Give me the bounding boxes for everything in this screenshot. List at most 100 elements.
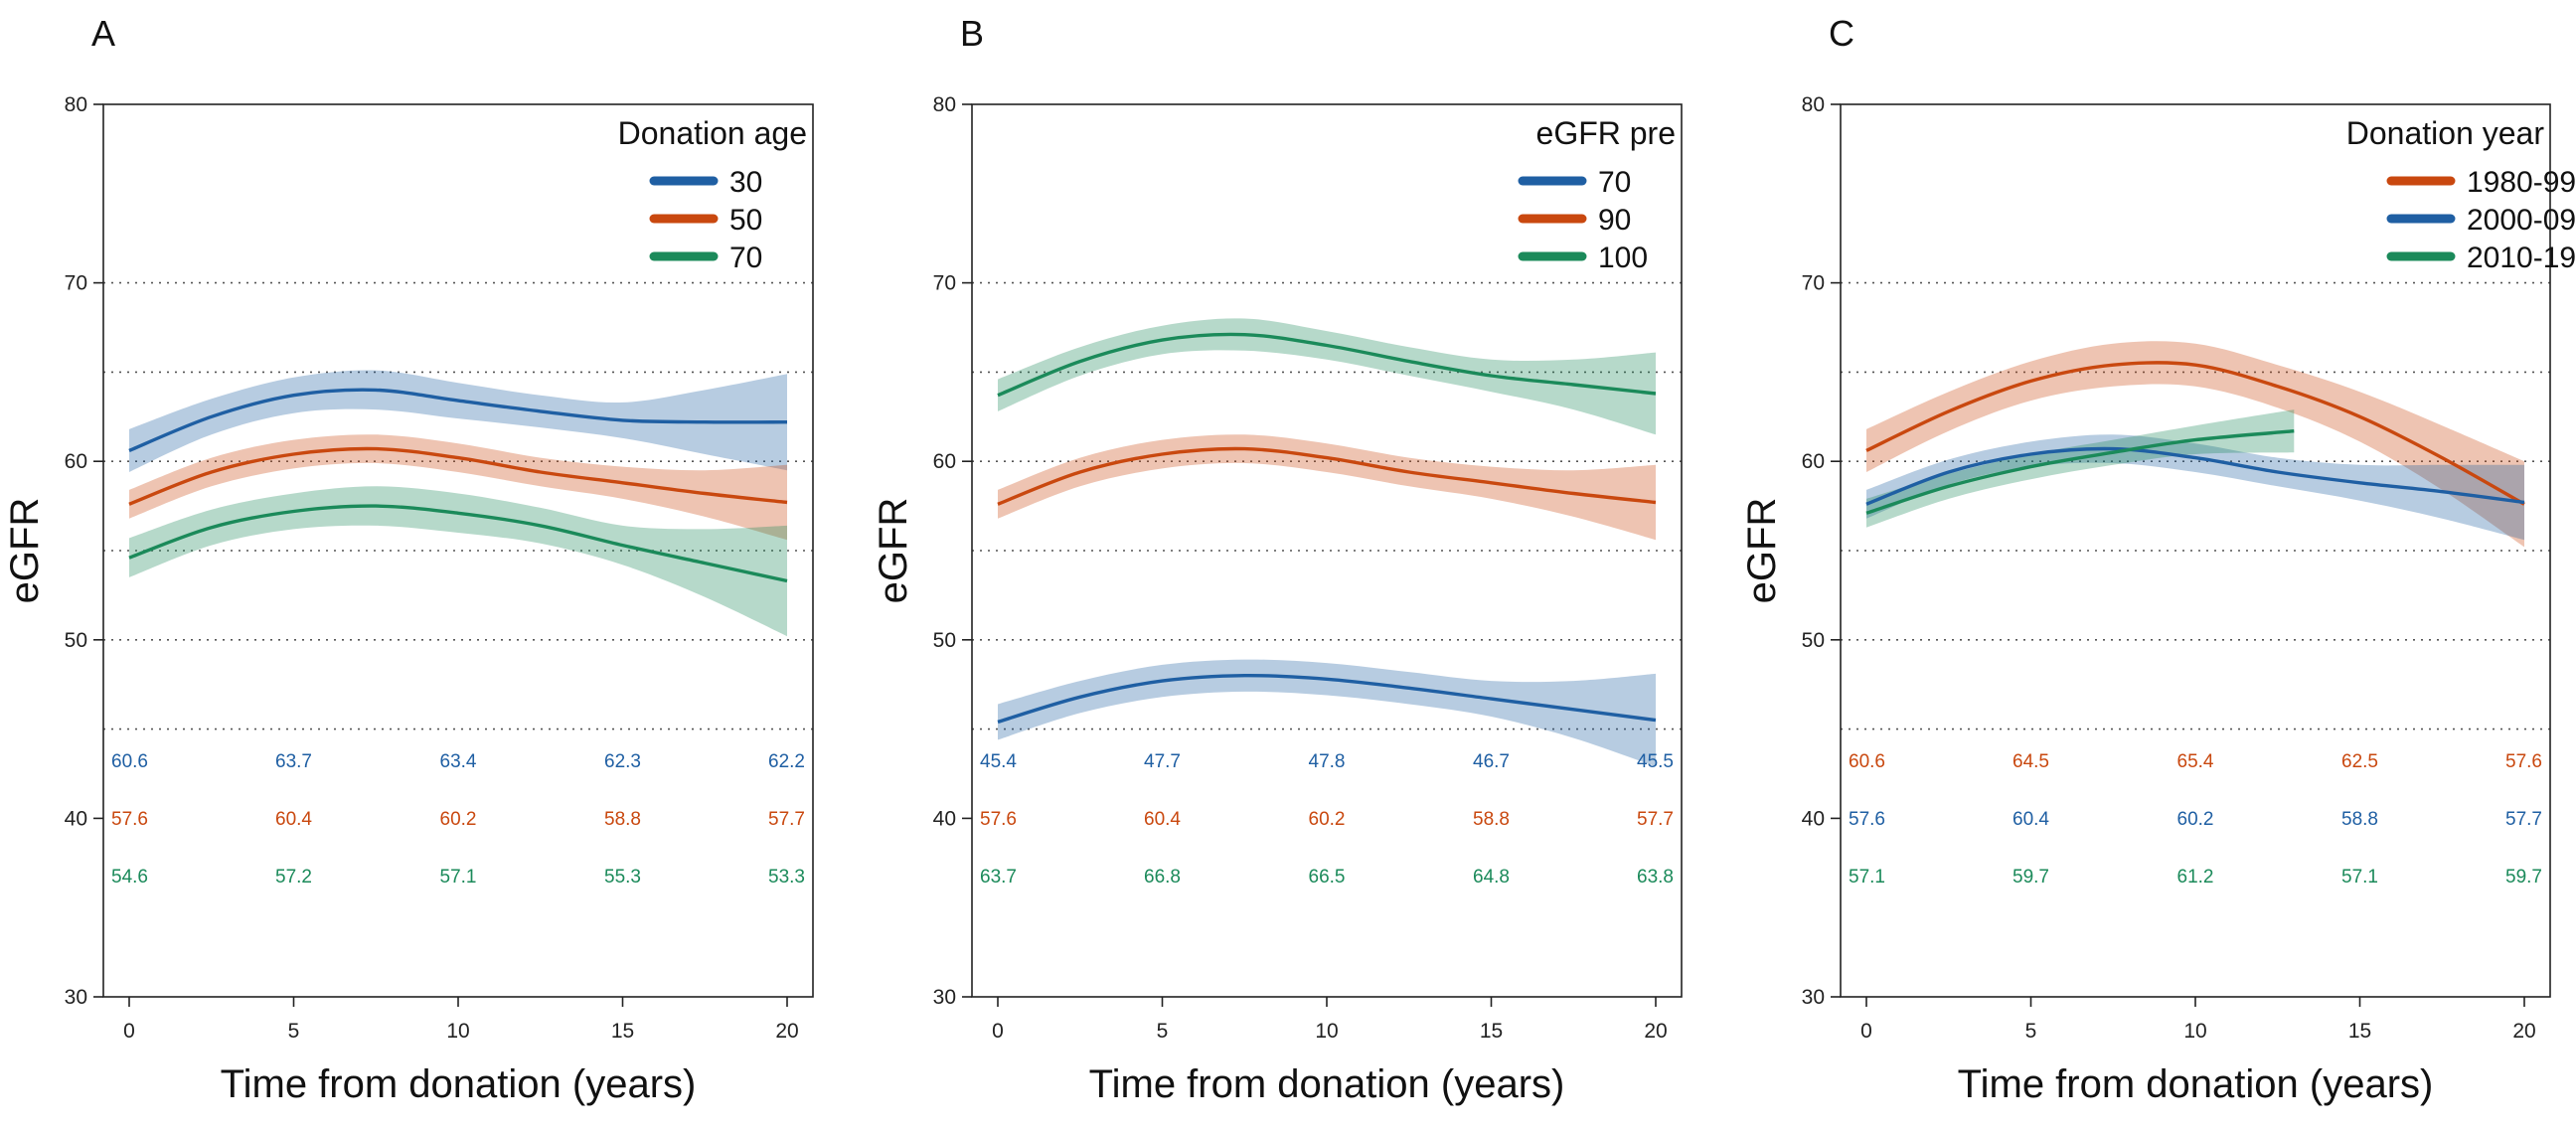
ci-band-100 — [998, 318, 1656, 435]
ci-band-2000-09 — [1866, 434, 2524, 541]
y-tick-label: 50 — [933, 629, 956, 652]
value-label: 60.6 — [1849, 751, 1885, 772]
x-axis-title: Time from donation (years) — [221, 1062, 697, 1106]
x-tick-label: 0 — [123, 1020, 135, 1043]
legend-label: 1980-99 — [2467, 166, 2576, 199]
series-line-70 — [128, 504, 788, 583]
panel-c: C 30 40 50 60 70 80 0 5 10 15 20 Time from donation … — [1740, 13, 2576, 1106]
legend-title: eGFR pre — [1536, 115, 1676, 151]
x-tick-label: 15 — [1480, 1020, 1503, 1043]
legend-label: 70 — [1598, 166, 1631, 199]
value-label: 60.6 — [111, 751, 148, 772]
y-tick-label: 80 — [1802, 93, 1825, 116]
panel-letter: C — [1829, 13, 1854, 54]
value-label: 57.7 — [2505, 809, 2542, 830]
series-line-1980-99 — [1865, 361, 2525, 506]
panel-a: A 30 40 50 60 70 80 0 5 10 15 20 Time from donation … — [3, 13, 814, 1106]
ci-band-50 — [129, 434, 787, 541]
y-tick-label: 80 — [933, 93, 956, 116]
y-tick-label: 40 — [65, 807, 87, 830]
legend-label: 90 — [1598, 204, 1631, 237]
value-label: 57.7 — [1637, 809, 1674, 830]
y-tick-label: 50 — [1802, 629, 1825, 652]
value-label: 57.6 — [1849, 809, 1885, 830]
series-line-50 — [128, 446, 788, 506]
value-label: 60.4 — [2012, 809, 2049, 830]
value-label: 47.8 — [1309, 751, 1346, 772]
value-label: 57.6 — [2505, 751, 2542, 772]
value-label: 57.1 — [440, 867, 477, 888]
value-label: 57.6 — [111, 809, 148, 830]
legend-label: 30 — [729, 166, 762, 199]
x-tick-label: 20 — [775, 1020, 798, 1043]
value-label: 62.3 — [604, 751, 641, 772]
legend-title: Donation year — [2346, 115, 2545, 151]
value-label: 47.7 — [1144, 751, 1181, 772]
value-label: 63.7 — [275, 751, 312, 772]
y-tick-label: 60 — [65, 450, 87, 473]
value-label: 57.1 — [2341, 867, 2378, 888]
value-label: 61.2 — [2177, 867, 2214, 888]
value-label: 58.8 — [2341, 809, 2378, 830]
x-tick-label: 20 — [2512, 1020, 2535, 1043]
legend-label: 100 — [1598, 242, 1648, 274]
y-axis-title: eGFR — [3, 498, 47, 604]
series-line-100 — [997, 332, 1657, 398]
x-tick-label: 20 — [1644, 1020, 1667, 1043]
legend-label: 2010-19 — [2467, 242, 2576, 274]
value-label: 62.5 — [2341, 751, 2378, 772]
value-label: 60.4 — [275, 809, 312, 830]
panel-letter: A — [91, 13, 115, 54]
value-label: 45.5 — [1637, 751, 1674, 772]
value-label: 57.7 — [768, 809, 805, 830]
value-label: 64.5 — [2012, 751, 2049, 772]
value-label: 59.7 — [2505, 867, 2542, 888]
value-label: 63.8 — [1637, 867, 1674, 888]
x-tick-label: 10 — [2183, 1020, 2206, 1043]
x-tick-label: 5 — [288, 1020, 300, 1043]
y-tick-label: 70 — [65, 272, 87, 295]
value-label: 57.6 — [980, 809, 1017, 830]
x-tick-label: 15 — [2348, 1020, 2371, 1043]
series-line-90 — [997, 446, 1657, 506]
panel-b: B 30 40 50 60 70 80 0 5 10 15 20 Time from donation … — [872, 13, 1683, 1106]
x-tick-label: 10 — [446, 1020, 469, 1043]
legend-label: 2000-09 — [2467, 204, 2576, 237]
value-label: 63.4 — [440, 751, 477, 772]
value-label: 60.4 — [1144, 809, 1181, 830]
value-label: 58.8 — [1473, 809, 1510, 830]
x-axis-title: Time from donation (years) — [1089, 1062, 1565, 1106]
ci-band-70 — [129, 486, 787, 637]
y-tick-label: 70 — [1802, 272, 1825, 295]
ci-band-70 — [998, 659, 1656, 767]
value-label: 57.1 — [1849, 867, 1885, 888]
legend: eGFR pre 70 90 100 — [1518, 115, 1676, 274]
value-label: 46.7 — [1473, 751, 1510, 772]
plot-frame — [971, 103, 1683, 998]
series-line-70 — [997, 673, 1657, 725]
y-tick-label: 70 — [933, 272, 956, 295]
ci-band-1980-99 — [1866, 341, 2524, 548]
y-tick-label: 40 — [933, 807, 956, 830]
legend-label: 70 — [729, 242, 762, 274]
value-label: 57.2 — [275, 867, 312, 888]
ci-band-90 — [998, 434, 1656, 541]
legend: Donation age 30 50 70 — [618, 115, 807, 274]
value-label: 62.2 — [768, 751, 805, 772]
y-tick-label: 30 — [1802, 986, 1825, 1009]
value-label: 63.7 — [980, 867, 1017, 888]
value-label: 66.5 — [1309, 867, 1346, 888]
value-label: 55.3 — [604, 867, 641, 888]
series-line-2000-09 — [1865, 446, 2525, 506]
x-tick-label: 0 — [992, 1020, 1004, 1043]
legend-title: Donation age — [618, 115, 807, 151]
value-label: 60.2 — [1309, 809, 1346, 830]
y-tick-label: 60 — [1802, 450, 1825, 473]
plot-frame — [1840, 103, 2551, 998]
legend-label: 50 — [729, 204, 762, 237]
x-tick-label: 15 — [611, 1020, 634, 1043]
y-tick-label: 40 — [1802, 807, 1825, 830]
value-label: 65.4 — [2177, 751, 2214, 772]
y-axis-title: eGFR — [872, 498, 915, 604]
